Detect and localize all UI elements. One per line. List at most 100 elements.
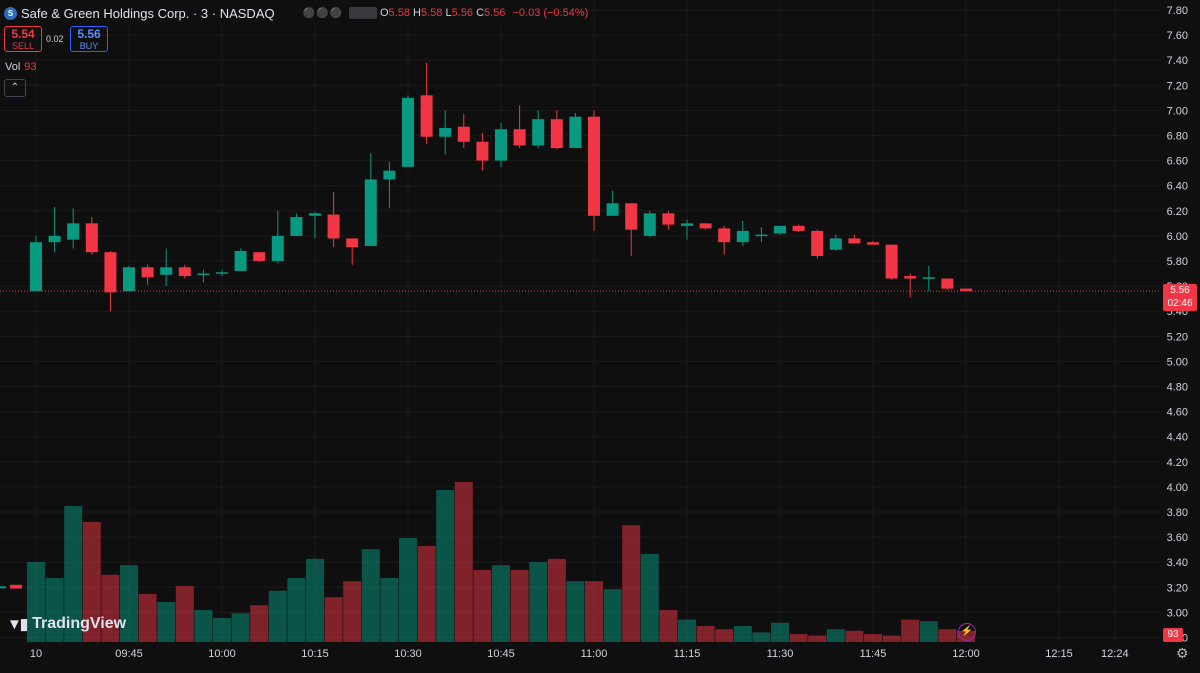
time-axis-label: 11:00 — [581, 648, 608, 660]
price-axis-label: 3.00 — [1167, 607, 1188, 619]
price-axis-label: 5.20 — [1167, 331, 1188, 343]
candle-body — [681, 223, 693, 226]
volume-bar — [919, 621, 938, 642]
volume-bar — [473, 570, 492, 642]
volume-bar — [157, 602, 176, 642]
candle-body — [253, 252, 266, 261]
volume-bar — [826, 629, 845, 642]
candle-body — [495, 129, 507, 161]
candle-body — [309, 213, 321, 216]
candle-body — [271, 235, 284, 261]
volume-bar — [585, 581, 603, 642]
tradingview-logo[interactable]: ▼▮ TradingView — [7, 615, 127, 633]
volume-bar — [640, 554, 659, 642]
price-axis-label: 7.40 — [1167, 55, 1188, 67]
time-axis-label: 09:45 — [115, 648, 143, 660]
candle-body — [662, 213, 675, 225]
candle-body — [885, 244, 898, 279]
volume-bar — [213, 618, 231, 642]
volume-bar — [101, 574, 120, 642]
candle-body — [234, 250, 247, 272]
candle-body — [85, 223, 98, 253]
volume-bar — [901, 619, 920, 642]
volume-bar — [231, 613, 250, 642]
volume-bar — [82, 522, 101, 642]
price-axis-label: 7.00 — [1167, 105, 1188, 117]
volume-bar — [864, 634, 882, 642]
candle-body — [513, 129, 526, 146]
candle-body — [383, 170, 396, 180]
candle-body — [141, 267, 154, 278]
volume-bar — [845, 630, 864, 642]
volume-bar — [120, 565, 138, 642]
time-axis-label: 10:15 — [301, 648, 329, 660]
price-axis-label: 7.80 — [1167, 5, 1188, 17]
candle-body — [792, 225, 805, 231]
candle-body — [457, 126, 470, 142]
volume-bar — [622, 525, 641, 642]
safe-green-logo-icon: S — [4, 6, 17, 20]
candle-body — [67, 223, 80, 240]
current-price-tag: 5.56 02:46 — [1163, 284, 1197, 311]
candle-body — [402, 97, 414, 167]
time-axis-label: 12:15 — [1045, 648, 1073, 660]
gear-icon[interactable]: ⚙ — [1176, 645, 1189, 661]
volume-bar — [417, 546, 436, 642]
price-axis-label: 4.20 — [1167, 457, 1188, 469]
price-axis-label: 6.80 — [1167, 131, 1188, 143]
legend-dots-icon[interactable]: ⚫⚫⚫ — [302, 7, 343, 19]
candle-body — [811, 230, 824, 256]
buy-button[interactable]: 5.56 BUY — [70, 26, 108, 52]
collapse-legend-button[interactable]: ⌃ — [4, 79, 26, 97]
candle-body — [718, 228, 731, 243]
candle-body — [30, 242, 42, 292]
volume-tag: 93 — [1163, 628, 1183, 642]
sell-button[interactable]: 5.54 SELL — [4, 26, 42, 52]
volume-bar — [566, 581, 585, 642]
volume-bar — [733, 626, 752, 642]
volume-bar — [306, 558, 324, 642]
lightning-icon[interactable]: ⚡ — [958, 623, 976, 641]
candle-body — [160, 267, 173, 275]
volume-bar — [752, 632, 771, 642]
volume-bar — [510, 570, 529, 642]
chart-legend: S Safe & Green Holdings Corp. · 3 · NASD… — [4, 2, 589, 24]
volume-bar — [938, 629, 957, 642]
candle-body — [290, 217, 303, 236]
price-axis-label: 4.40 — [1167, 432, 1188, 444]
volume-bar — [696, 626, 715, 642]
volume-bar — [789, 634, 808, 642]
candle-body — [476, 141, 489, 161]
volume-bar — [659, 610, 678, 642]
candle-body — [550, 119, 563, 149]
candle-body — [606, 203, 619, 216]
price-axis-label: 3.20 — [1167, 582, 1188, 594]
volume-bar — [436, 490, 455, 642]
price-axis-label: 6.20 — [1167, 206, 1188, 218]
candle-body — [532, 119, 545, 146]
candle-body — [699, 223, 712, 229]
candle-body — [216, 272, 228, 274]
volume-bar — [250, 605, 269, 642]
time-axis-label: 11:30 — [767, 648, 794, 660]
price-axis-label: 4.80 — [1167, 382, 1188, 394]
price-axis-label: 3.80 — [1167, 507, 1188, 519]
price-axis-label: 4.00 — [1167, 482, 1188, 494]
volume-bar — [27, 562, 45, 642]
price-axis-label: 4.60 — [1167, 407, 1188, 419]
volume-bar — [603, 589, 622, 642]
time-axis-label: 10 — [30, 648, 42, 660]
candle-body — [104, 252, 117, 293]
volume-bar — [343, 581, 362, 642]
volume-bar — [175, 586, 194, 642]
symbol-title[interactable]: Safe & Green Holdings Corp. · 3 · NASDAQ — [21, 5, 275, 21]
volume-bar — [399, 538, 417, 642]
candle-body — [960, 288, 972, 292]
volume-bar — [678, 619, 696, 642]
volume-bar — [64, 506, 83, 642]
candle-body — [588, 116, 600, 216]
volume-bar — [454, 482, 473, 642]
time-axis-label: 11:45 — [860, 648, 887, 660]
time-axis-label: 12:00 — [952, 648, 980, 660]
